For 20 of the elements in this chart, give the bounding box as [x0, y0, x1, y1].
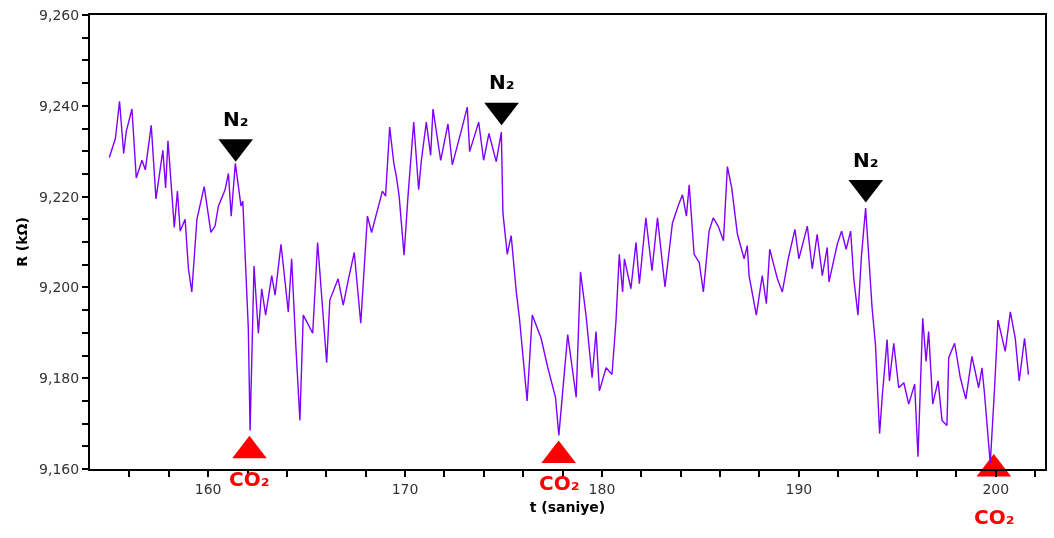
text: N₂ [223, 107, 249, 131]
x-tick-label: 200 [982, 480, 1010, 497]
text: N₂ [489, 70, 515, 94]
y-tick-label: 9,200 [39, 279, 80, 296]
x-tick-label: 160 [194, 480, 222, 497]
y-tick-label: 9,240 [39, 97, 80, 114]
y-tick-label: 9,160 [39, 460, 80, 477]
series-label: N₂ [853, 148, 879, 172]
y-axis-title: R (kΩ) [14, 217, 31, 267]
x-tick-label: 190 [785, 480, 813, 497]
x-tick-label: 180 [588, 480, 616, 497]
y-tick-label: 9,260 [39, 6, 80, 23]
x-axis-title: t (saniye) [529, 498, 606, 515]
text: CO₂ [974, 505, 1015, 529]
x-tick-label: 170 [391, 480, 419, 497]
y-tick-label: 9,180 [39, 370, 80, 387]
series-label: CO₂ [539, 471, 580, 495]
line-series [108, 100, 1030, 465]
text: CO₂ [229, 467, 270, 491]
y-tick-label: 9,220 [39, 188, 80, 205]
